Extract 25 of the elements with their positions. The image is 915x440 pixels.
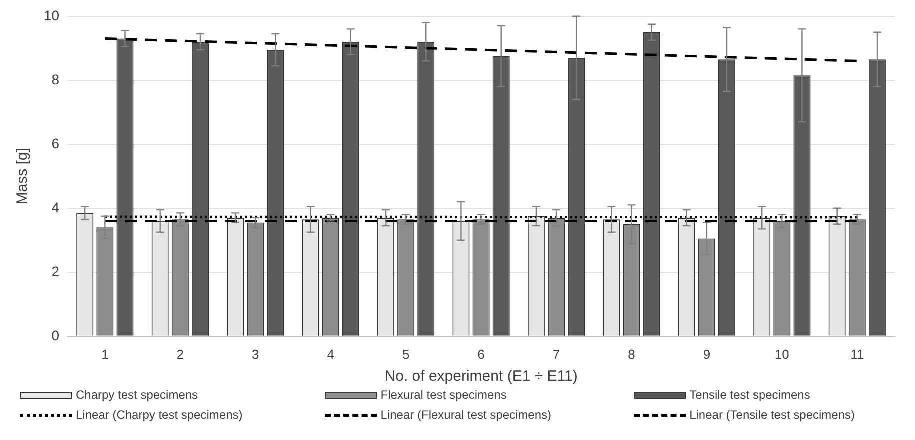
x-tick-label: 11	[850, 346, 864, 362]
x-tick-label: 9	[703, 346, 711, 362]
x-tick-label: 5	[402, 346, 410, 362]
x-tick-label: 10	[774, 346, 790, 362]
legend-label: Tensile test specimens	[690, 388, 810, 402]
y-tick-label: 4	[52, 199, 60, 216]
legend-label: Linear (Charpy test specimens)	[76, 408, 243, 422]
x-tick-label: 8	[628, 346, 636, 362]
legend-label: Flexural test specimens	[380, 388, 507, 402]
legend-label: Charpy test specimens	[76, 388, 198, 402]
y-tick-label: 2	[52, 263, 60, 280]
legend-label: Linear (Flexural test specimens)	[380, 408, 552, 422]
x-tick-label: 4	[327, 346, 334, 362]
x-tick-label: 3	[252, 346, 260, 362]
x-tick-label: 7	[552, 346, 560, 362]
y-axis-title: Mass [g]	[14, 148, 32, 205]
x-tick-label: 1	[102, 346, 109, 362]
x-tick-label: 6	[478, 346, 485, 362]
y-tick-label: 8	[52, 71, 60, 88]
y-tick-label: 10	[44, 7, 60, 24]
x-tick-label: 2	[176, 346, 184, 362]
y-tick-label: 6	[52, 135, 60, 152]
x-axis-title: No. of experiment (E1 ÷ E11)	[384, 368, 578, 386]
y-tick-label: 0	[52, 327, 60, 344]
legend-label: Linear (Tensile test specimens)	[690, 408, 855, 422]
